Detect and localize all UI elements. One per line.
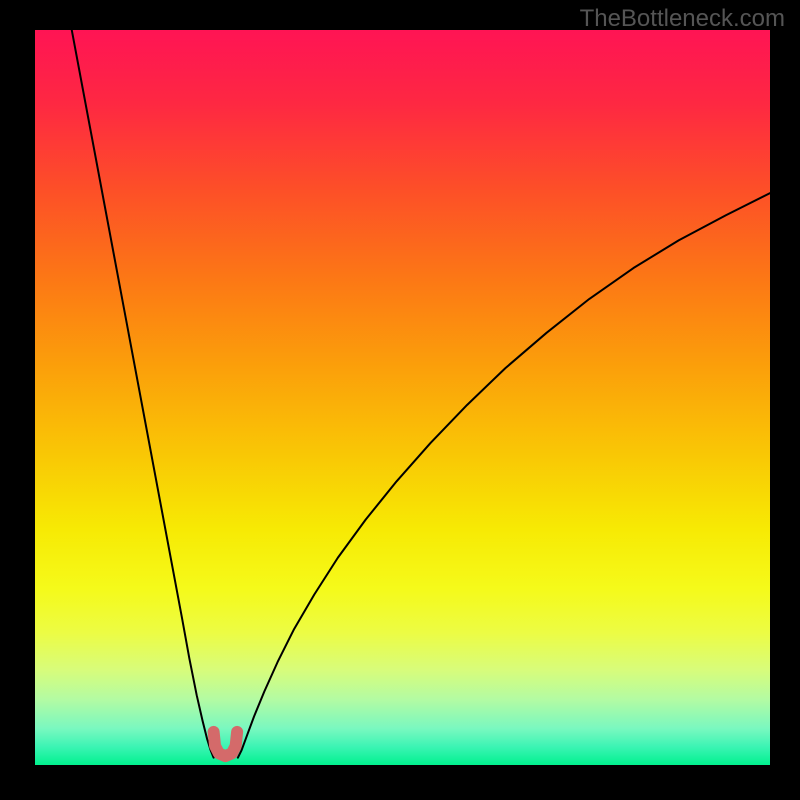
- plot-area: [35, 30, 770, 765]
- chart-container: TheBottleneck.com: [0, 0, 800, 800]
- watermark-text: TheBottleneck.com: [580, 5, 785, 33]
- gradient-background: [35, 30, 770, 765]
